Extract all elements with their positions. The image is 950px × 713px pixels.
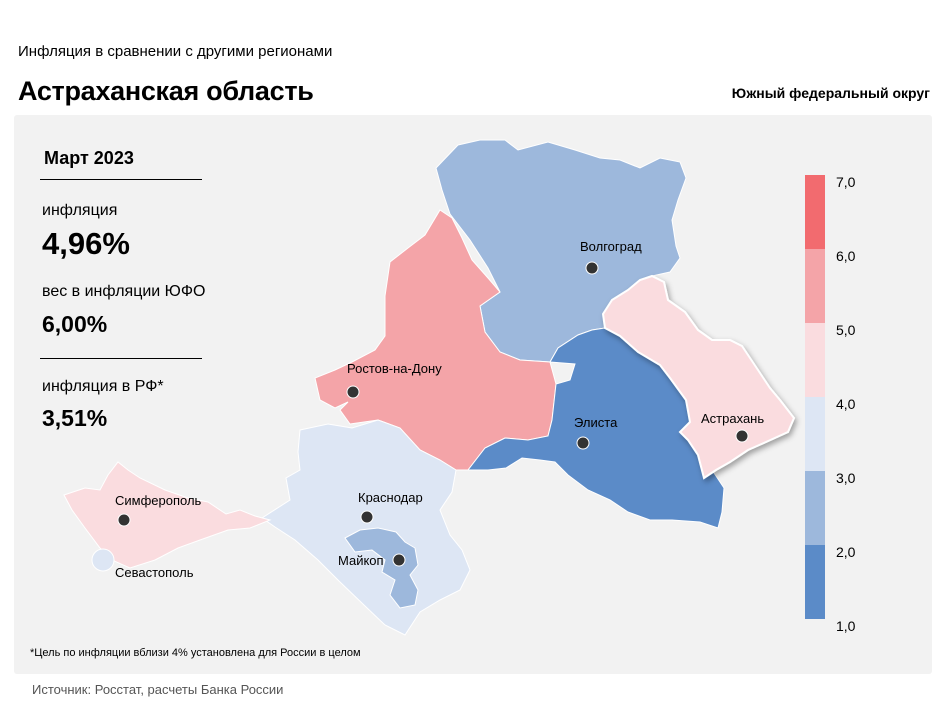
legend-bin-2 [805,323,825,397]
divider-bottom [40,358,202,359]
russia-inflation-label: инфляция в РФ* [42,378,164,395]
region-adygea [344,527,419,609]
city-label-rostov: Ростов-на-Дону [347,361,442,376]
city-label-volgograd: Волгоград [580,239,642,254]
legend-tick-1: 6,0 [836,248,856,264]
city-marker-maikop [392,553,406,567]
russia-inflation-value: 3,51% [42,405,108,431]
legend-tick-5: 2,0 [836,544,856,560]
weight-value: 6,00% [42,311,108,337]
period-label: Март 2023 [44,148,134,168]
city-label-astrakhan: Астрахань [701,411,764,426]
page-title: Астраханская область [18,76,314,106]
city-label-krasnodar: Краснодар [358,490,423,505]
legend-tick-2: 5,0 [836,322,856,338]
legend-bin-4 [805,471,825,545]
legend-bin-1 [805,249,825,323]
city-marker-krasnodar [360,510,374,524]
weight-label: вес в инфляции ЮФО [42,283,206,300]
city-label-simferopol: Симферополь [115,493,202,508]
city-label-elista: Элиста [574,415,618,430]
city-marker-volgograd [585,261,599,275]
region-krasnodar [261,419,471,636]
city-label-maikop: Майкоп [338,553,384,568]
city-marker-simferopol [117,513,131,527]
legend-bin-0 [805,175,825,249]
legend-bin-3 [805,397,825,471]
footnote: *Цель по инфляции вблизи 4% установлена … [30,647,361,659]
legend-tick-3: 4,0 [836,396,856,412]
city-marker-astrakhan [735,429,749,443]
district-label: Южный федеральный округ [731,85,930,101]
inflation-value: 4,96% [42,226,130,261]
legend-tick-6: 1,0 [836,618,856,634]
region-sevastopol [91,548,115,572]
chart-subtitle: Инфляция в сравнении с другими регионами [18,43,333,60]
inflation-label: инфляция [42,202,118,219]
legend-tick-4: 3,0 [836,470,856,486]
region-astrakhan [601,274,796,480]
legend-tick-0: 7,0 [836,174,856,190]
city-marker-elista [576,436,590,450]
color-legend: 7,0 6,0 5,0 4,0 3,0 2,0 1,0 [805,174,856,634]
divider-top [40,179,202,180]
city-label-sevastopol: Севастополь [115,565,194,580]
city-marker-rostov [346,385,360,399]
source-note: Источник: Росстат, расчеты Банка России [32,682,284,697]
legend-bin-5 [805,545,825,619]
